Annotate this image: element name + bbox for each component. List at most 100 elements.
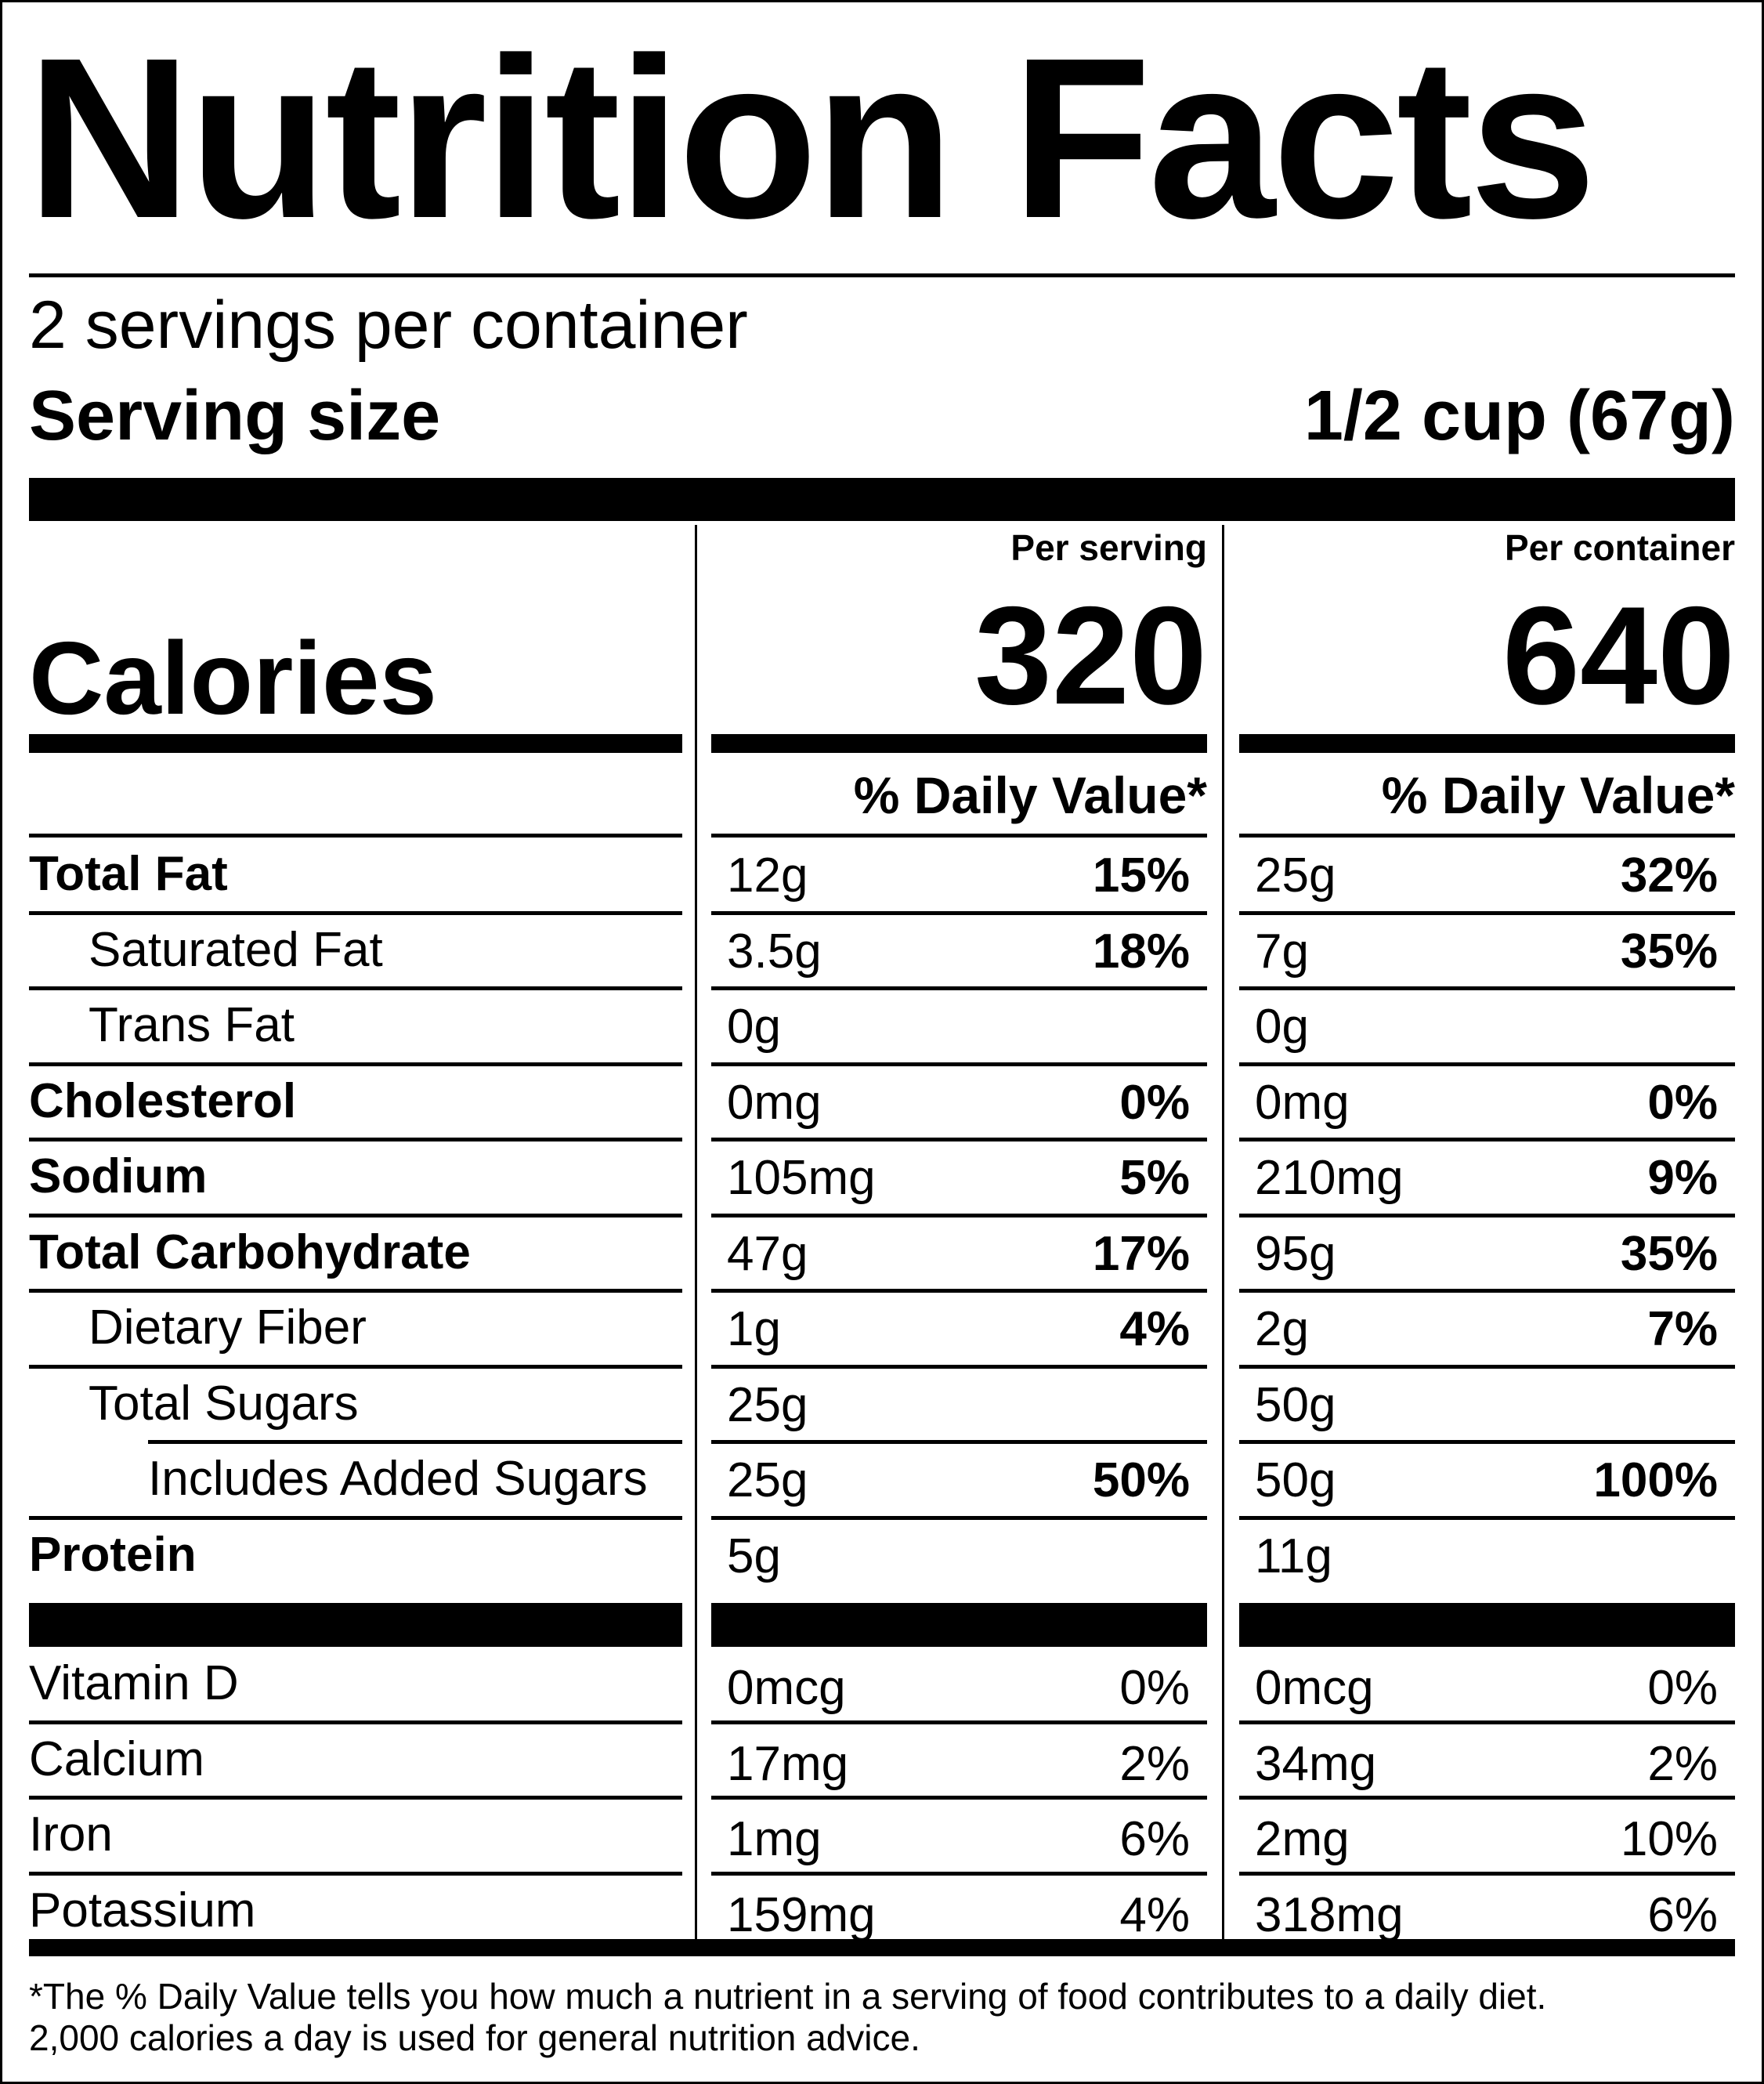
vitamin-dv-serving: 4% <box>1119 1887 1190 1942</box>
nutrient-amount-serving: 12g <box>727 848 808 903</box>
nutrient-amount-container: 0g <box>1255 1000 1309 1054</box>
nutrient-dv-serving: 50% <box>1092 1453 1190 1507</box>
title-rule <box>29 273 1735 277</box>
nutrient-amount-serving: 5g <box>727 1529 781 1583</box>
label-title: Nutrition Facts <box>27 10 1596 266</box>
vitamin-amount-container: 0mcg <box>1255 1661 1374 1715</box>
row-rule <box>1239 1364 1735 1369</box>
vitamin-dv-serving: 6% <box>1119 1812 1190 1866</box>
row-rule <box>711 1138 1207 1141</box>
nutrient-amount-container: 210mg <box>1255 1151 1404 1205</box>
row-rule <box>1239 1515 1735 1520</box>
row-rule <box>711 1289 1207 1293</box>
nutrient-name: Total Carbohydrate <box>29 1225 471 1279</box>
vitamin-bar-2 <box>1239 1603 1735 1647</box>
dv-header-serving: % Daily Value* <box>853 766 1207 824</box>
row-rule <box>711 1062 1207 1066</box>
footnote-line-1: *The % Daily Value tells you how much a … <box>29 1976 1547 2017</box>
nutrient-amount-serving: 3.5g <box>727 924 822 979</box>
nutrient-amount-container: 50g <box>1255 1377 1336 1432</box>
nutrient-dv-container: 100% <box>1593 1453 1718 1507</box>
row-rule <box>29 1364 682 1369</box>
nutrient-amount-serving: 0mg <box>727 1075 822 1130</box>
calories-bar-3 <box>1239 734 1735 753</box>
row-rule <box>711 1720 1207 1724</box>
vitamin-amount-container: 34mg <box>1255 1736 1377 1791</box>
nutrient-name: Sodium <box>29 1149 208 1203</box>
row-rule <box>29 1720 682 1724</box>
calories-serving: 320 <box>974 577 1207 733</box>
row-rule <box>711 910 1207 915</box>
row-rule <box>1239 1138 1735 1141</box>
nutrient-dv-serving: 5% <box>1119 1151 1190 1205</box>
column-divider-2 <box>1222 525 1224 1943</box>
vitamin-amount-serving: 159mg <box>727 1887 876 1942</box>
nutrient-dv-container: 7% <box>1647 1302 1718 1356</box>
nutrient-dv-container: 32% <box>1620 848 1718 903</box>
row-rule <box>1239 986 1735 990</box>
row-rule <box>1239 1213 1735 1217</box>
row-rule <box>1239 1440 1735 1444</box>
vitamin-amount-container: 318mg <box>1255 1887 1404 1942</box>
serving-size-label: Serving size <box>29 377 441 455</box>
nutrient-amount-container: 2g <box>1255 1302 1309 1356</box>
vitamin-bar-0 <box>29 1603 682 1647</box>
nutrient-amount-serving: 47g <box>727 1226 808 1281</box>
calories-label: Calories <box>29 620 437 736</box>
row-rule <box>1239 1062 1735 1066</box>
vitamin-dv-container: 6% <box>1647 1887 1718 1942</box>
nutrient-amount-container: 50g <box>1255 1453 1336 1507</box>
vitamin-name: Iron <box>29 1807 113 1861</box>
row-rule <box>29 1289 682 1293</box>
nutrient-amount-serving: 25g <box>727 1453 808 1507</box>
nutrient-name: Protein <box>29 1527 197 1582</box>
row-rule <box>29 1138 682 1141</box>
vitamin-amount-container: 2mg <box>1255 1812 1350 1866</box>
vitamin-dv-container: 2% <box>1647 1736 1718 1791</box>
vitamin-amount-serving: 17mg <box>727 1736 849 1791</box>
row-rule <box>29 910 682 915</box>
nutrient-dv-container: 35% <box>1620 1226 1718 1281</box>
nutrient-dv-container: 35% <box>1620 924 1718 979</box>
row-rule <box>29 986 682 990</box>
vitamin-amount-serving: 1mg <box>727 1812 822 1866</box>
nutrient-name: Saturated Fat <box>89 922 383 977</box>
nutrient-name: Trans Fat <box>89 998 295 1052</box>
row-rule <box>711 1364 1207 1369</box>
row-rule <box>1239 1720 1735 1724</box>
row-rule <box>29 1213 682 1217</box>
column-divider-1 <box>695 525 697 1943</box>
vitamin-dv-container: 0% <box>1647 1661 1718 1715</box>
thick-bar-bottom <box>29 1939 1735 1956</box>
row-rule <box>1239 1289 1735 1293</box>
dv-header-rule-0 <box>29 834 682 838</box>
nutrient-amount-container: 95g <box>1255 1226 1336 1281</box>
nutrient-amount-container: 25g <box>1255 848 1336 903</box>
calories-bar-2 <box>711 734 1207 753</box>
servings-per-container: 2 servings per container <box>29 288 748 363</box>
calories-bar-1 <box>29 734 682 753</box>
col-header-serving: Per serving <box>1010 527 1207 568</box>
col-header-container: Per container <box>1505 527 1735 568</box>
dv-header-rule-2 <box>1239 834 1735 838</box>
vitamin-dv-serving: 2% <box>1119 1736 1190 1791</box>
nutrient-dv-serving: 15% <box>1092 848 1190 903</box>
calories-container: 640 <box>1502 577 1735 733</box>
nutrient-dv-container: 9% <box>1647 1151 1718 1205</box>
vitamin-dv-serving: 0% <box>1119 1661 1190 1715</box>
nutrient-dv-serving: 17% <box>1092 1226 1190 1281</box>
row-rule <box>711 1440 1207 1444</box>
row-rule <box>29 1796 682 1800</box>
nutrient-amount-container: 11g <box>1255 1529 1332 1583</box>
nutrient-name: Includes Added Sugars <box>148 1452 648 1506</box>
row-rule <box>1239 910 1735 915</box>
row-rule <box>1239 1796 1735 1800</box>
nutrient-amount-container: 7g <box>1255 924 1309 979</box>
vitamin-dv-container: 10% <box>1620 1812 1718 1866</box>
nutrient-name: Total Fat <box>29 847 228 901</box>
row-rule <box>711 1796 1207 1800</box>
nutrient-amount-serving: 105mg <box>727 1151 876 1205</box>
row-rule <box>148 1440 682 1444</box>
nutrient-amount-serving: 1g <box>727 1302 781 1356</box>
